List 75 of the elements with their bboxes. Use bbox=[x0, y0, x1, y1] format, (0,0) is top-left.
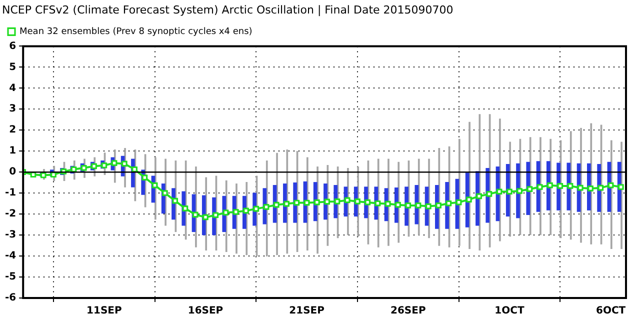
x-tick-label: 16SEP bbox=[188, 306, 224, 317]
point bbox=[486, 191, 492, 197]
point bbox=[202, 214, 208, 220]
point bbox=[557, 183, 564, 189]
point bbox=[314, 199, 320, 206]
point bbox=[466, 196, 472, 203]
point bbox=[456, 199, 462, 206]
point bbox=[284, 200, 290, 207]
point bbox=[436, 202, 442, 208]
point bbox=[405, 202, 412, 208]
point bbox=[425, 203, 432, 210]
point bbox=[506, 188, 512, 195]
y-tick-label: -4 bbox=[5, 250, 16, 262]
point bbox=[374, 200, 381, 206]
y-tick-label: 6 bbox=[9, 40, 16, 52]
point bbox=[536, 184, 543, 190]
point bbox=[91, 163, 97, 170]
point bbox=[182, 205, 188, 212]
y-tick-label: 0 bbox=[9, 166, 16, 178]
legend-label: Mean 32 ensembles (Prev 8 synoptic cycles x4 ens) bbox=[20, 27, 252, 38]
point bbox=[304, 200, 310, 206]
point bbox=[80, 164, 87, 171]
point bbox=[222, 210, 229, 216]
point bbox=[526, 186, 533, 192]
point bbox=[263, 204, 270, 210]
x-tick-label: 11SEP bbox=[86, 306, 122, 317]
point bbox=[232, 209, 239, 215]
y-tick-label: 1 bbox=[9, 146, 16, 157]
point bbox=[40, 172, 46, 178]
x-tick-label: 21SEP bbox=[289, 306, 324, 317]
point bbox=[516, 188, 523, 194]
point bbox=[212, 212, 219, 218]
point bbox=[618, 184, 624, 190]
point bbox=[577, 184, 584, 191]
y-tick-label: 5 bbox=[9, 62, 16, 73]
point bbox=[364, 199, 371, 206]
point bbox=[547, 182, 553, 188]
point bbox=[111, 160, 118, 166]
point bbox=[172, 198, 178, 204]
y-tick-label: 4 bbox=[9, 82, 16, 94]
y-tick-label: -2 bbox=[5, 208, 16, 220]
point bbox=[122, 160, 128, 167]
y-tick-label: 2 bbox=[9, 124, 16, 136]
point bbox=[395, 202, 401, 208]
y-tick-label: -1 bbox=[5, 188, 16, 199]
point bbox=[294, 200, 300, 206]
point bbox=[101, 162, 108, 168]
point bbox=[192, 212, 198, 218]
point bbox=[324, 198, 330, 205]
point bbox=[274, 202, 280, 208]
point bbox=[334, 198, 340, 204]
point bbox=[567, 183, 574, 189]
x-tick-label: 1OCT bbox=[494, 306, 524, 317]
point bbox=[142, 174, 148, 180]
point bbox=[152, 182, 158, 188]
y-tick-label: -5 bbox=[5, 272, 16, 283]
point bbox=[243, 208, 249, 214]
y-tick-label: -6 bbox=[5, 292, 16, 304]
point bbox=[354, 198, 360, 204]
point bbox=[162, 190, 168, 196]
y-tick-label: -3 bbox=[5, 230, 16, 241]
x-tick-label: 26SEP bbox=[390, 306, 426, 317]
chart-title: NCEP CFSv2 (Climate Forecast System) Arctic Oscillation | Final Date 2015090700 bbox=[2, 3, 454, 16]
point bbox=[446, 200, 452, 206]
point bbox=[344, 197, 350, 204]
point bbox=[608, 182, 614, 188]
point bbox=[588, 186, 594, 192]
point bbox=[496, 188, 502, 195]
point bbox=[476, 193, 482, 200]
x-tick-label: 6OCT bbox=[596, 306, 626, 317]
point bbox=[253, 206, 260, 212]
point bbox=[384, 200, 391, 207]
point bbox=[415, 202, 422, 208]
y-tick-label: 3 bbox=[9, 104, 16, 115]
point bbox=[598, 184, 604, 191]
